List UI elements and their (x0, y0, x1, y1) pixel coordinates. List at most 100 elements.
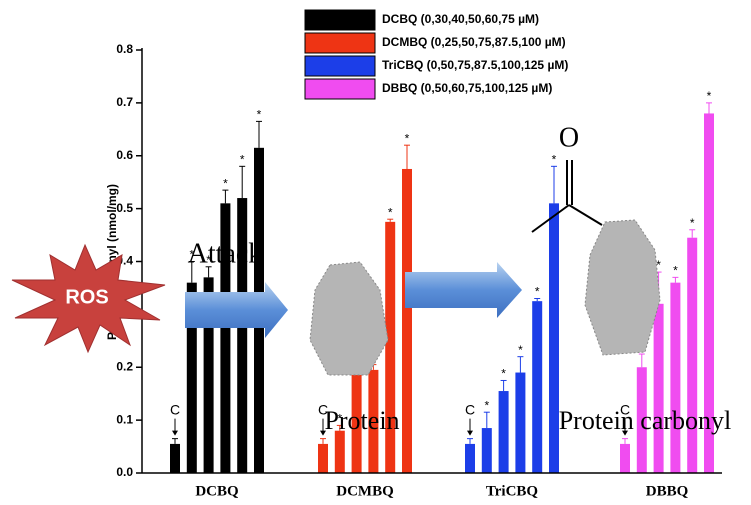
y-tick-label: 0.6 (116, 148, 133, 162)
bar (653, 303, 664, 473)
bar (186, 282, 197, 473)
error-bar (622, 438, 628, 444)
protein-label: Protein (324, 406, 399, 435)
significance-marker: * (552, 152, 557, 166)
y-tick-label: 0.2 (116, 359, 133, 373)
bar (465, 443, 475, 473)
protein-shape (309, 261, 389, 376)
bar (203, 277, 214, 473)
bar (334, 430, 345, 473)
error-bar (517, 356, 524, 373)
error-bar (467, 438, 473, 444)
error-bar (239, 165, 246, 199)
bar (498, 391, 509, 473)
significance-marker: * (337, 412, 342, 426)
bar (351, 369, 362, 473)
error-bar (205, 266, 212, 278)
y-tick-label: 0.1 (116, 412, 133, 426)
error-bar (256, 120, 262, 148)
error-bar (222, 189, 229, 204)
significance-marker: * (535, 285, 540, 299)
bar (481, 428, 492, 473)
legend-swatch (304, 55, 376, 77)
error-bar (706, 102, 712, 114)
attack-label: Attack (188, 238, 263, 269)
error-bar (689, 229, 696, 238)
protein-shape (584, 219, 661, 356)
bar (704, 113, 714, 473)
control-arrowhead (320, 430, 326, 436)
error-bar (172, 438, 178, 444)
error-bar (638, 353, 645, 368)
y-tick-label: 0.0 (116, 465, 133, 479)
group-label: TriCBQ (486, 483, 539, 499)
significance-marker: * (405, 131, 410, 145)
significance-marker: * (388, 205, 393, 219)
group-label: DBBQ (646, 483, 689, 499)
group-label: DCMBQ (336, 483, 394, 499)
bar (687, 237, 698, 473)
error-bar (534, 298, 541, 302)
significance-marker: * (257, 108, 262, 122)
error-bar (672, 276, 679, 283)
significance-marker: * (673, 264, 678, 278)
significance-marker: * (501, 367, 506, 381)
y-tick-label: 0.8 (116, 42, 133, 56)
bar (515, 372, 526, 473)
control-label: C (465, 401, 475, 417)
oxygen-label: O (559, 122, 579, 153)
control-arrowhead (172, 430, 178, 436)
bar (636, 367, 647, 473)
error-bar (404, 144, 410, 169)
bar (237, 198, 248, 474)
overlay: ROS Attack O Protein Protein carbonyl (11, 122, 732, 435)
bar (170, 443, 180, 473)
error-bar (483, 411, 490, 429)
significance-marker: * (189, 248, 194, 262)
ros-burst (11, 243, 166, 354)
legend-swatch (304, 32, 376, 54)
bar (620, 443, 630, 473)
control-arrowhead (467, 430, 473, 436)
protein-carbonyl-label: Protein carbonyl (559, 406, 732, 435)
bond (568, 204, 603, 226)
bar (549, 203, 559, 473)
bar (385, 221, 396, 473)
control-label: C (170, 401, 180, 417)
legend-label: DBBQ (0,50,60,75,100,125 µM) (382, 81, 552, 95)
significance-marker: * (484, 398, 489, 412)
bar (402, 168, 412, 473)
significance-marker: * (707, 89, 712, 103)
error-bar (320, 438, 326, 444)
legend-label: DCBQ (0,30,40,50,60,75 µM) (382, 12, 539, 26)
control-label: C (318, 401, 328, 417)
legend-label: TriCBQ (0,50,75,87.5,100,125 µM) (382, 58, 568, 72)
control-label: C (620, 401, 630, 417)
group-label: DCBQ (195, 483, 239, 499)
arrow (405, 262, 522, 318)
error-bar (551, 165, 557, 204)
error-bar (387, 218, 394, 222)
significance-marker: * (690, 216, 695, 230)
bar (532, 301, 543, 473)
significance-marker: * (206, 253, 211, 267)
y-tick-label: 0.7 (116, 95, 133, 109)
significance-marker: * (518, 343, 523, 357)
significance-marker: * (656, 258, 661, 272)
significance-marker: * (240, 152, 245, 166)
bar (318, 443, 328, 473)
legend-swatch (304, 78, 376, 100)
legend-label: DCMBQ (0,25,50,75,87.5,100 µM) (382, 35, 566, 49)
error-bar (188, 261, 195, 283)
legend: DCBQ (0,30,40,50,60,75 µM) DCMBQ (0,25,50… (304, 9, 568, 100)
control-arrowhead (622, 430, 628, 436)
bar (670, 282, 681, 473)
ros-label: ROS (65, 286, 108, 308)
significance-marker: * (223, 176, 228, 190)
bar (220, 203, 231, 473)
error-bar (500, 379, 507, 392)
arrow (185, 282, 288, 338)
error-bar (336, 424, 343, 431)
y-tick-label: 0.5 (116, 201, 133, 215)
